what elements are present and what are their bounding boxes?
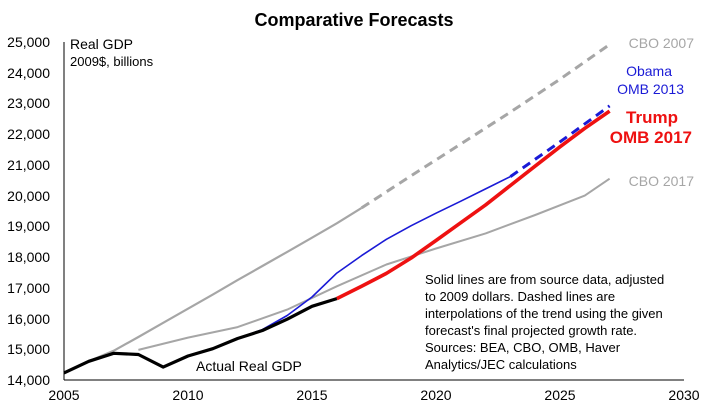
y-tick-label: 23,000 bbox=[7, 95, 50, 111]
x-tick-label: 2025 bbox=[544, 387, 575, 403]
y-tick-label: 15,000 bbox=[7, 341, 50, 357]
y-axis-units: 2009$, billions bbox=[70, 54, 154, 69]
x-tick-label: 2005 bbox=[48, 387, 79, 403]
series-layer bbox=[63, 43, 611, 375]
note-line: forecast's final projected growth rate. bbox=[425, 323, 637, 338]
source-note: Solid lines are from source data, adjust… bbox=[425, 272, 664, 372]
y-tick-label: 14,000 bbox=[7, 372, 50, 388]
axes bbox=[63, 42, 684, 381]
label-cbo-2017: CBO 2017 bbox=[629, 173, 695, 189]
y-tick-label: 25,000 bbox=[7, 34, 50, 50]
x-tick-label: 2020 bbox=[420, 387, 451, 403]
x-tick-label: 2015 bbox=[296, 387, 327, 403]
y-tick-label: 20,000 bbox=[7, 188, 50, 204]
label-cbo-2007: CBO 2007 bbox=[629, 35, 695, 51]
y-tick-label: 21,000 bbox=[7, 157, 50, 173]
series-line-obama-omb-2013 bbox=[237, 175, 511, 340]
series-line-trump-omb-2017 bbox=[336, 109, 611, 301]
label-obama-line1: Obama bbox=[626, 63, 672, 79]
label-trump-line1: Trump bbox=[626, 108, 678, 127]
note-line: Solid lines are from source data, adjust… bbox=[425, 272, 664, 287]
series-line-cbo-2007 bbox=[88, 206, 363, 363]
y-tick-label: 16,000 bbox=[7, 311, 50, 327]
y-tick-label: 19,000 bbox=[7, 218, 50, 234]
y-ticks: 14,000 15,000 16,000 17,000 18,000 19,00… bbox=[7, 34, 50, 388]
series-line-cbo-2017 bbox=[138, 177, 611, 351]
y-tick-label: 22,000 bbox=[7, 126, 50, 142]
series-line-obama-omb-2013-interpolated bbox=[509, 104, 611, 178]
label-obama-line2: OMB 2013 bbox=[617, 81, 684, 97]
note-line: Analytics/JEC calculations bbox=[425, 357, 577, 372]
x-tick-label: 2010 bbox=[172, 387, 203, 403]
series-line-actual-real-gdp bbox=[63, 297, 338, 375]
note-line: Sources: BEA, CBO, OMB, Haver bbox=[425, 340, 621, 355]
y-tick-label: 18,000 bbox=[7, 249, 50, 265]
label-actual-real-gdp: Actual Real GDP bbox=[196, 358, 302, 374]
x-ticks: 2005 2010 2015 2020 2025 2030 bbox=[48, 387, 699, 403]
y-tick-label: 24,000 bbox=[7, 65, 50, 81]
label-trump-line2: OMB 2017 bbox=[610, 128, 692, 147]
note-line: interpolations of the trend using the gi… bbox=[425, 306, 663, 321]
chart-title: Comparative Forecasts bbox=[254, 10, 453, 30]
x-tick-label: 2030 bbox=[668, 387, 699, 403]
y-tick-label: 17,000 bbox=[7, 280, 50, 296]
note-line: to 2009 dollars. Dashed lines are bbox=[425, 289, 615, 304]
series-line-cbo-2007-interpolated bbox=[360, 43, 611, 210]
y-axis-label: Real GDP bbox=[70, 36, 133, 52]
